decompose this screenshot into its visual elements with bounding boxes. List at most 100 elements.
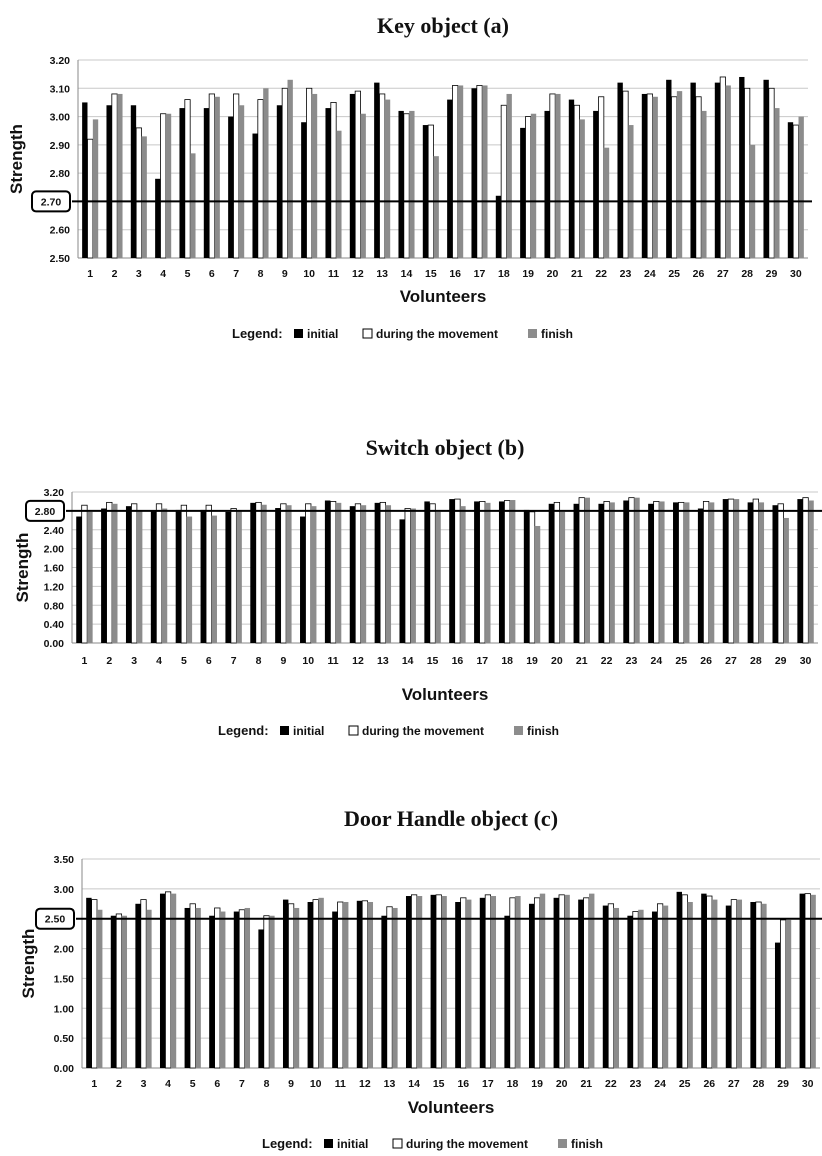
x-tick-label: 17 [474, 268, 486, 280]
x-tick-label: 4 [165, 1078, 171, 1090]
bar-during-the-movement-10 [306, 87, 313, 259]
bar-finish-9 [286, 505, 292, 643]
bar-during-the-movement-26 [706, 895, 713, 1069]
bar-finish-28 [758, 502, 765, 643]
bar-finish-10 [311, 93, 318, 258]
bar-initial-4 [159, 893, 166, 1068]
bar-finish-30 [798, 116, 804, 258]
bar-initial-26 [697, 508, 704, 643]
threshold-label-box [35, 907, 75, 930]
bar-initial-4 [150, 510, 157, 643]
bar-finish-25 [683, 502, 690, 643]
bar-initial-16 [449, 499, 455, 643]
x-tick-label: 5 [190, 1078, 196, 1090]
x-tick-label: 15 [427, 655, 439, 667]
bar-initial-20 [544, 110, 550, 259]
bar-during-the-movement-12 [361, 900, 369, 1069]
bar-during-the-movement-15 [435, 894, 442, 1069]
x-tick-label: 19 [526, 655, 538, 667]
bar-initial-26 [701, 893, 707, 1068]
x-tick-label: 1 [87, 268, 93, 280]
bar-initial-25 [673, 502, 679, 643]
bar-finish-15 [433, 156, 439, 258]
bar-initial-29 [772, 505, 778, 643]
bar-initial-24 [648, 503, 654, 643]
x-tick-label: 27 [725, 655, 737, 667]
x-tick-label: 14 [402, 655, 414, 667]
x-tick-label: 23 [630, 1078, 642, 1090]
x-tick-label: 3 [141, 1078, 147, 1090]
bar-during-the-movement-25 [678, 501, 685, 644]
bar-initial-3 [130, 105, 137, 258]
x-tick-label: 11 [328, 268, 339, 280]
y-tick-label: 0.50 [54, 1033, 75, 1045]
x-tick-label: 25 [668, 268, 680, 280]
bar-initial-17 [474, 501, 480, 643]
y-tick-label: 2.80 [50, 168, 71, 180]
bar-finish-6 [211, 515, 217, 643]
bar-initial-30 [787, 122, 794, 258]
bar-finish-7 [236, 510, 242, 643]
bar-initial-13 [381, 915, 387, 1068]
bar-initial-14 [399, 519, 405, 643]
bar-finish-28 [761, 903, 767, 1068]
y-tick-label: 0.40 [44, 619, 65, 631]
legend-swatch-finish [558, 1139, 567, 1148]
legend-label-initial: initial [307, 327, 338, 341]
x-tick-label: 12 [359, 1078, 371, 1090]
bar-initial-10 [300, 516, 306, 643]
x-tick-label: 3 [131, 655, 137, 667]
bar-finish-25 [687, 901, 693, 1068]
legend-swatch-initial [324, 1139, 333, 1148]
bar-during-the-movement-30 [802, 497, 809, 644]
bar-during-the-movement-29 [777, 503, 784, 644]
threshold-label: 2.50 [45, 914, 66, 926]
bar-during-the-movement-1 [87, 138, 94, 259]
bar-finish-16 [460, 506, 466, 643]
bar-finish-4 [165, 113, 172, 258]
bar-during-the-movement-14 [403, 113, 410, 259]
bar-finish-27 [725, 85, 731, 258]
bar-finish-8 [263, 88, 269, 259]
legend-label-during-the-movement: during the movement [376, 327, 498, 341]
x-tick-label: 7 [233, 268, 239, 280]
bar-initial-21 [573, 503, 580, 643]
bar-initial-24 [641, 93, 648, 258]
legend-label-finish: finish [571, 1137, 603, 1151]
chart-door-handle-object: Door Handle object (c) 0.00 0.50 1.00 1.50 2.… [19, 806, 822, 1151]
bar-during-the-movement-26 [695, 96, 702, 259]
bar-during-the-movement-22 [598, 96, 605, 259]
x-tick-label: 29 [777, 1078, 789, 1090]
y-tick-label: 3.00 [50, 112, 71, 124]
x-tick-label: 10 [303, 268, 315, 280]
bar-initial-9 [282, 899, 289, 1068]
bar-finish-14 [416, 896, 423, 1068]
bar-during-the-movement-5 [184, 99, 191, 259]
legend-heading: Legend: [232, 326, 283, 341]
x-tick-label: 18 [501, 655, 513, 667]
chart-key-object: Key object (a) 2.50 2.60 2.70 2.80 2.90 3.00 3.… [7, 13, 812, 341]
bar-finish-12 [360, 113, 366, 258]
x-tick-label: 1 [91, 1078, 97, 1090]
x-tick-label: 28 [750, 655, 762, 667]
bar-finish-26 [712, 899, 718, 1068]
bar-during-the-movement-16 [452, 85, 459, 259]
x-tick-label: 19 [522, 268, 534, 280]
chart-title: Key object (a) [377, 13, 509, 38]
bar-finish-19 [534, 525, 541, 643]
bar-during-the-movement-6 [205, 504, 212, 644]
bar-initial-15 [424, 501, 430, 643]
bar-finish-11 [336, 130, 342, 258]
y-tick-label: 1.20 [44, 581, 65, 593]
x-tick-label: 11 [328, 655, 339, 667]
bar-initial-18 [504, 915, 510, 1068]
bar-during-the-movement-27 [727, 498, 735, 644]
bar-finish-12 [360, 505, 367, 643]
y-tick-label: 0.00 [44, 638, 65, 650]
bar-during-the-movement-13 [379, 93, 386, 259]
bar-finish-29 [785, 919, 792, 1068]
bar-initial-11 [324, 500, 331, 643]
bar-initial-21 [578, 899, 584, 1068]
bar-finish-9 [293, 907, 300, 1068]
bar-initial-19 [523, 509, 530, 643]
